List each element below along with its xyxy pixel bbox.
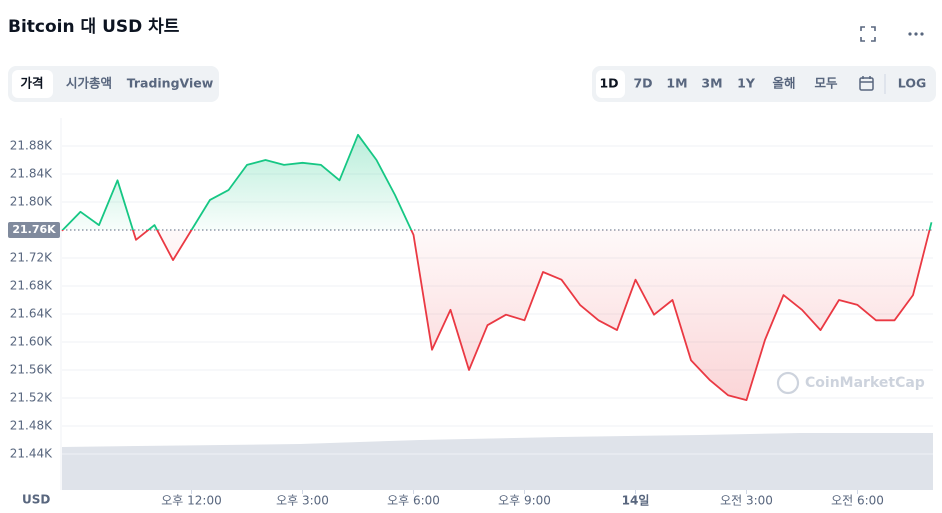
y-tick-label: 21.64K <box>10 307 53 321</box>
range-button[interactable]: 1D <box>599 76 618 91</box>
y-tick-label: 21.44K <box>10 447 53 461</box>
range-button[interactable]: 7D <box>633 76 652 91</box>
tab-selected <box>12 70 53 98</box>
y-tick-label: 21.68K <box>10 279 53 293</box>
range-button[interactable]: 올해 <box>772 76 795 91</box>
range-button[interactable]: 모두 <box>814 76 838 91</box>
watermark-text: CoinMarketCap <box>805 375 925 391</box>
x-tick-label: 오후 6:00 <box>387 494 440 508</box>
y-tick-label: 21.88K <box>10 139 53 153</box>
y-tick-label: 21.72K <box>10 251 53 265</box>
x-tick-label: 14일 <box>622 494 650 508</box>
area-fill <box>62 134 932 401</box>
tab-group <box>8 66 219 102</box>
range-button[interactable]: 1M <box>666 76 687 91</box>
y-tick-label: 21.56K <box>10 363 53 377</box>
more-icon[interactable] <box>908 32 924 36</box>
x-tick-label: 오전 3:00 <box>720 494 773 508</box>
volume-band <box>62 433 933 490</box>
fullscreen-icon[interactable] <box>860 26 876 42</box>
x-tick-label: 오후 9:00 <box>498 494 551 508</box>
y-tick-label: 21.80K <box>10 195 53 209</box>
log-button[interactable]: LOG <box>898 76 926 91</box>
x-tick-label: 오후 3:00 <box>276 494 329 508</box>
y-tick-label: 21.84K <box>10 167 53 181</box>
price-line <box>61 133 933 401</box>
x-tick-label: 오후 12:00 <box>161 494 221 508</box>
y-tick-label: 21.60K <box>10 335 53 349</box>
y-tick-label: 21.48K <box>10 419 53 433</box>
tab[interactable]: 가격 <box>20 76 43 91</box>
page-title: Bitcoin 대 USD 차트 <box>8 17 180 37</box>
calendar-icon[interactable] <box>859 76 874 91</box>
tab[interactable]: TradingView <box>127 76 214 91</box>
watermark: CoinMarketCap <box>776 371 925 395</box>
range-group <box>592 66 936 102</box>
reference-label: 21.76K <box>12 223 56 236</box>
range-button[interactable]: 3M <box>701 76 722 91</box>
reference-tag <box>8 222 60 238</box>
tab[interactable]: 시가총액 <box>66 76 112 91</box>
y-tick-label: 21.52K <box>10 391 53 405</box>
currency-label: USD <box>22 493 50 507</box>
range-button[interactable]: 1Y <box>737 76 756 91</box>
range-selected <box>596 70 625 98</box>
x-tick-label: 오전 6:00 <box>831 494 884 508</box>
